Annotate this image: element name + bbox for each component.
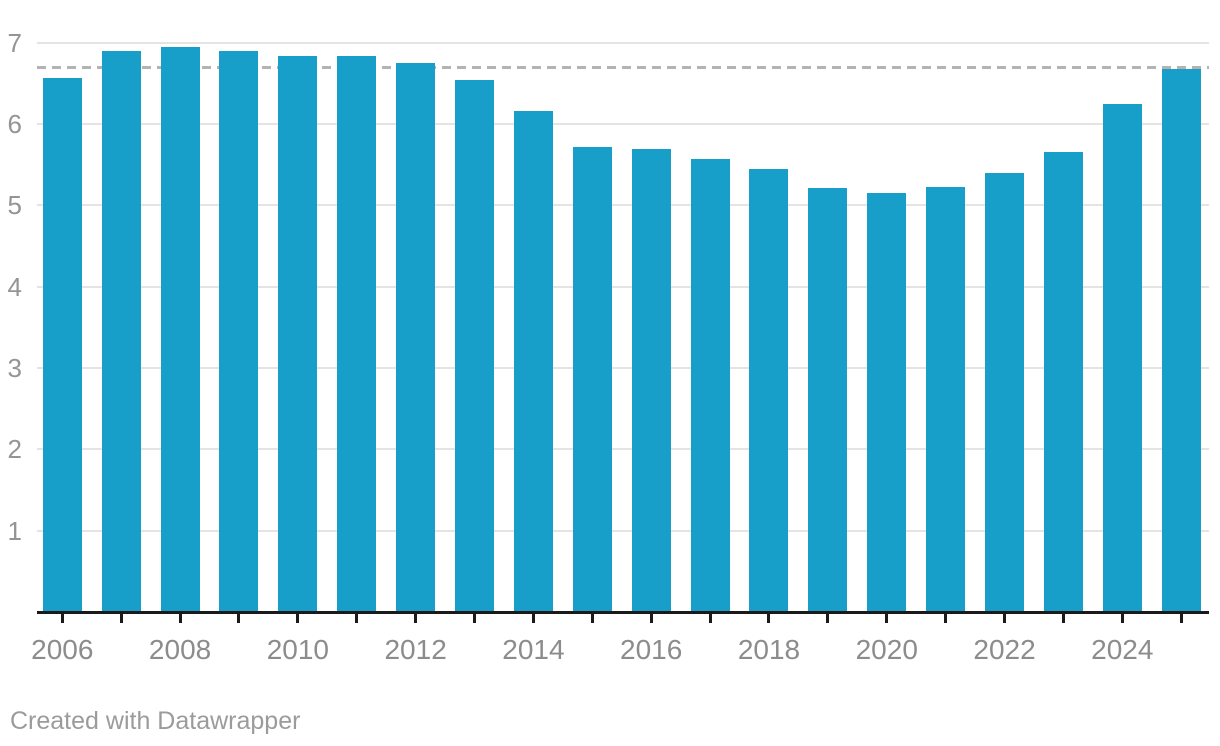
gridline-y-1: [37, 529, 1209, 532]
x-axis-tick-2008: [178, 614, 182, 623]
x-axis-tick-2021: [944, 614, 948, 623]
x-axis-line: [37, 611, 1209, 614]
x-axis-tick-2018: [767, 614, 771, 623]
x-axis-tick-2020: [885, 614, 889, 623]
datawrapper-credit-link[interactable]: Created with Datawrapper: [10, 707, 301, 735]
gridline-y-6: [37, 122, 1209, 125]
bar-2007[interactable]: [101, 51, 141, 612]
x-axis-label-2024: 2024: [1091, 634, 1154, 665]
x-axis-tick-2022: [1003, 614, 1007, 623]
x-axis-tick-2024: [1120, 614, 1124, 623]
bar-2019[interactable]: [808, 188, 848, 612]
x-axis-tick-2011: [355, 614, 359, 623]
gridline-y-4: [37, 285, 1209, 288]
gridline-y-2: [37, 448, 1209, 451]
bar-2024[interactable]: [1102, 103, 1142, 612]
x-axis-label-2006: 2006: [31, 634, 94, 665]
gridline-y-7: [37, 41, 1209, 44]
x-axis-tick-2006: [60, 614, 64, 623]
x-axis-tick-2012: [414, 614, 418, 623]
x-axis-label-2018: 2018: [737, 634, 801, 665]
bar-2013[interactable]: [455, 79, 495, 612]
x-axis-tick-2015: [590, 614, 594, 623]
y-axis-tick-label: 6: [7, 108, 22, 139]
bar-2012[interactable]: [396, 62, 436, 612]
bar-2011[interactable]: [337, 55, 377, 612]
y-axis-tick-label: 3: [7, 352, 22, 383]
x-axis-label-2016: 2016: [620, 634, 683, 665]
x-axis-tick-2025: [1179, 614, 1183, 623]
bar-2006[interactable]: [42, 77, 82, 612]
bar-2008[interactable]: [160, 47, 200, 612]
y-axis-tick-label: 4: [7, 271, 22, 302]
bar-2025[interactable]: [1161, 69, 1201, 612]
bar-2022[interactable]: [985, 172, 1025, 612]
bar-2021[interactable]: [926, 187, 966, 612]
x-axis-label-2010: 2010: [266, 634, 330, 665]
x-axis-tick-2014: [531, 614, 535, 623]
x-axis-label-2014: 2014: [502, 634, 565, 665]
x-axis-label-2020: 2020: [855, 634, 918, 665]
bar-2017[interactable]: [690, 158, 730, 612]
x-axis-tick-2017: [708, 614, 712, 623]
bar-2023[interactable]: [1043, 151, 1083, 612]
bar-2015[interactable]: [572, 146, 612, 612]
x-axis-label-2022: 2022: [973, 634, 1036, 665]
reference-dashed-line: [37, 65, 1209, 69]
y-axis-tick-label: 1: [7, 515, 22, 546]
x-axis-label-2012: 2012: [384, 634, 447, 665]
gridline-y-5: [37, 204, 1209, 207]
y-axis-tick-label: 7: [7, 27, 22, 58]
x-axis-label-2008: 2008: [148, 634, 212, 665]
bar-2016[interactable]: [631, 149, 671, 612]
y-axis-tick-label: 5: [7, 190, 22, 221]
x-axis-tick-2007: [119, 614, 123, 623]
bar-2009[interactable]: [219, 50, 259, 612]
x-axis-tick-2013: [473, 614, 477, 623]
y-axis-tick-label: 2: [7, 434, 22, 465]
bar-2018[interactable]: [749, 168, 789, 612]
bar-2020[interactable]: [867, 193, 907, 612]
bar-2010[interactable]: [278, 56, 318, 612]
gridline-y-3: [37, 366, 1209, 369]
x-axis-tick-2019: [826, 614, 830, 623]
x-axis-tick-2010: [296, 614, 300, 623]
x-axis-tick-2009: [237, 614, 241, 623]
bar-2014[interactable]: [513, 110, 553, 612]
x-axis-tick-2023: [1061, 614, 1065, 623]
x-axis-tick-2016: [649, 614, 653, 623]
